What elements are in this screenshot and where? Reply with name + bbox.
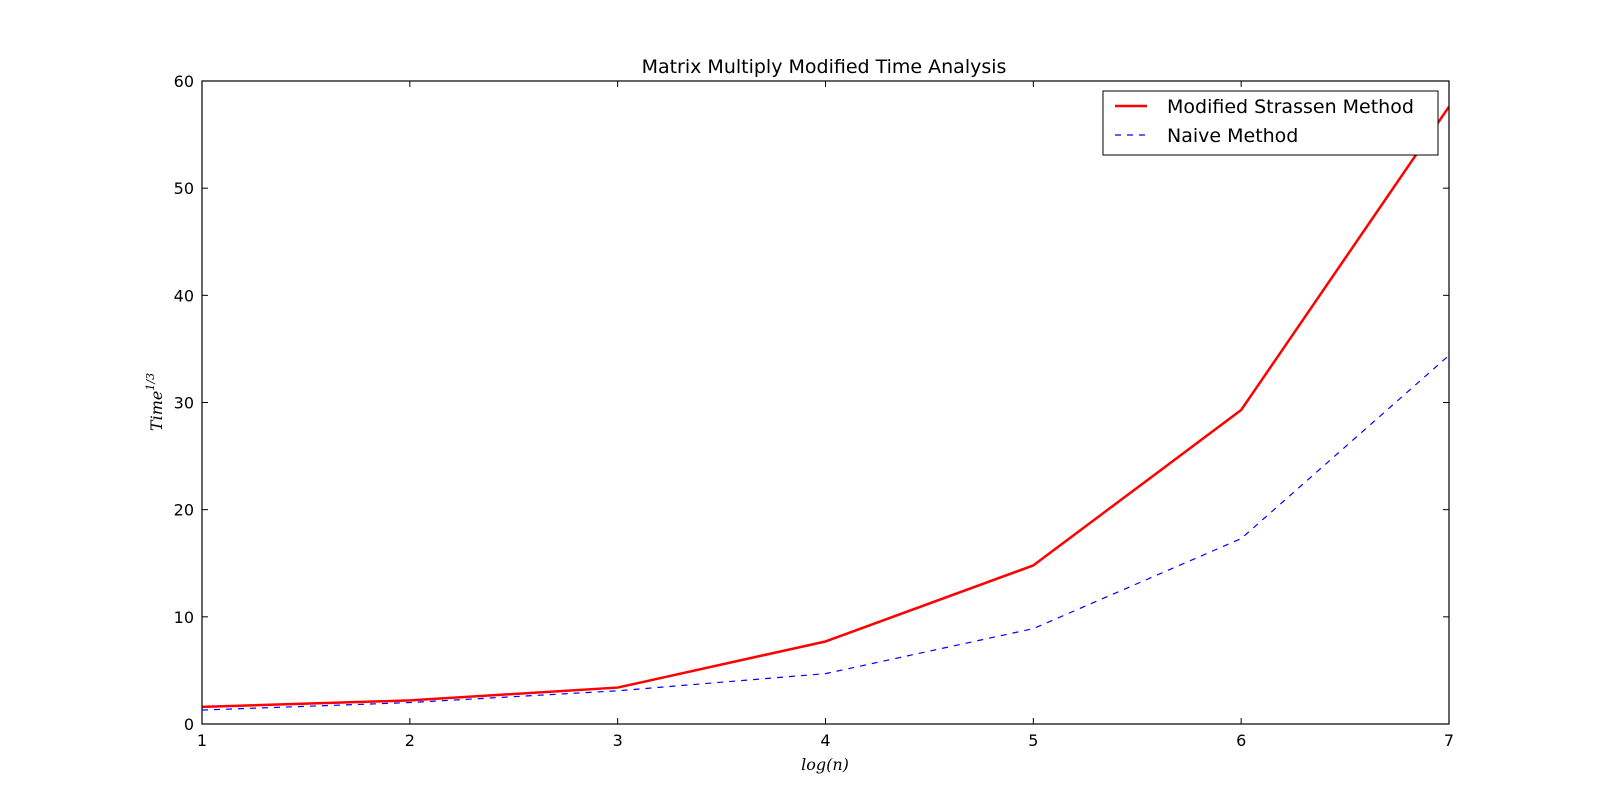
y-tick-label: 40 [174,286,194,305]
y-tick-label: 20 [174,501,194,520]
x-axis: 1 2 3 4 5 6 7 [197,81,1454,750]
x-tick-label: 4 [820,731,830,750]
y-tick-label: 0 [184,715,194,734]
x-tick-label: 1 [197,731,207,750]
y-axis-label-exponent: 1/3 [144,373,157,391]
y-axis-label: Time1/3 [144,373,166,431]
x-tick-label: 3 [613,731,623,750]
chart-title: Matrix Multiply Modified Time Analysis [642,56,1007,78]
plot-frame [201,80,1450,725]
y-axis: 0 10 20 30 40 50 60 [174,72,1449,734]
series-line-strassen [202,106,1449,709]
y-tick-label: 30 [174,394,194,413]
series-line-naive [202,354,1449,711]
x-tick-label: 7 [1444,731,1454,750]
legend-label-strassen: Modified Strassen Method [1167,96,1414,118]
y-tick-label: 10 [174,608,194,627]
series-layer [202,106,1449,711]
legend-label-naive: Naive Method [1167,125,1298,147]
x-tick-label: 6 [1236,731,1246,750]
y-axis-label-base: Time [147,391,166,431]
x-tick-label: 2 [405,731,415,750]
x-axis-label: log(n) [801,755,849,774]
y-tick-label: 50 [174,179,194,198]
x-tick-label: 5 [1028,731,1038,750]
y-tick-label: 60 [174,72,194,91]
legend: Modified Strassen Method Naive Method [1102,90,1439,156]
legend-frame [1102,90,1439,156]
